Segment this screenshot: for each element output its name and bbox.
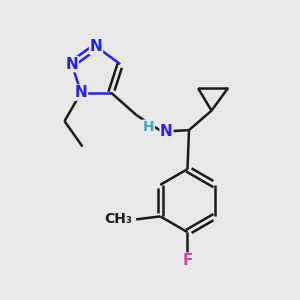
Text: N: N — [160, 124, 173, 139]
Text: H: H — [143, 120, 154, 134]
Text: N: N — [65, 57, 78, 72]
Text: F: F — [182, 253, 193, 268]
Text: N: N — [90, 39, 102, 54]
Text: CH₃: CH₃ — [104, 212, 132, 226]
Text: N: N — [75, 85, 87, 100]
